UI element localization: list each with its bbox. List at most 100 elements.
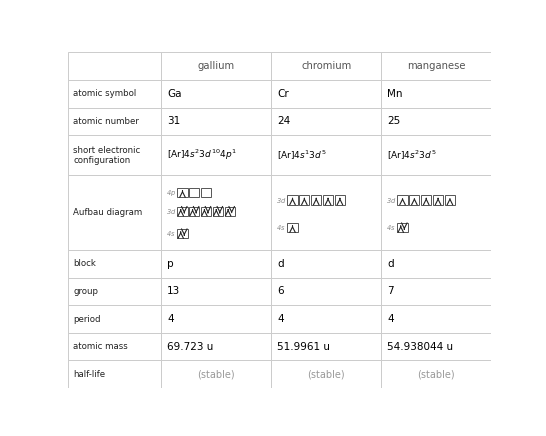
Text: 6: 6 bbox=[277, 286, 284, 296]
Bar bbox=[381, 250, 491, 278]
Bar bbox=[381, 80, 491, 108]
Bar bbox=[287, 223, 298, 232]
Bar bbox=[225, 207, 235, 216]
Bar bbox=[68, 305, 162, 333]
Bar bbox=[381, 305, 491, 333]
Bar bbox=[177, 207, 188, 216]
Bar bbox=[162, 80, 271, 108]
Text: 3$d$: 3$d$ bbox=[167, 207, 177, 216]
Text: 24: 24 bbox=[277, 116, 290, 126]
Bar bbox=[162, 278, 271, 305]
Text: 4: 4 bbox=[167, 314, 174, 324]
Bar bbox=[381, 361, 491, 388]
Text: 25: 25 bbox=[387, 116, 401, 126]
Text: gallium: gallium bbox=[198, 61, 235, 71]
Bar bbox=[271, 175, 381, 250]
Bar bbox=[271, 361, 381, 388]
Bar bbox=[410, 195, 419, 205]
Bar bbox=[177, 188, 188, 197]
Bar bbox=[381, 175, 491, 250]
Bar bbox=[271, 278, 381, 305]
Bar bbox=[162, 52, 271, 80]
Text: half-life: half-life bbox=[73, 370, 105, 379]
Bar bbox=[162, 135, 271, 175]
Text: d: d bbox=[277, 259, 284, 269]
Text: (stable): (stable) bbox=[198, 369, 235, 379]
Text: 4$s$: 4$s$ bbox=[167, 229, 176, 238]
Bar bbox=[68, 175, 162, 250]
Text: 4$s$: 4$s$ bbox=[387, 223, 396, 232]
Bar bbox=[311, 195, 321, 205]
Bar bbox=[189, 188, 199, 197]
Text: atomic symbol: atomic symbol bbox=[73, 89, 136, 98]
Bar bbox=[335, 195, 345, 205]
Bar bbox=[271, 108, 381, 135]
Bar bbox=[271, 333, 381, 361]
Text: group: group bbox=[73, 287, 98, 296]
Bar bbox=[68, 333, 162, 361]
Text: short electronic
configuration: short electronic configuration bbox=[73, 146, 140, 165]
Text: 51.9961 u: 51.9961 u bbox=[277, 342, 330, 352]
Text: 54.938044 u: 54.938044 u bbox=[387, 342, 453, 352]
Text: 4: 4 bbox=[387, 314, 394, 324]
Bar bbox=[323, 195, 333, 205]
Text: [Ar]4$s^1$3$d^5$: [Ar]4$s^1$3$d^5$ bbox=[277, 149, 327, 162]
Text: manganese: manganese bbox=[407, 61, 466, 71]
Bar bbox=[381, 52, 491, 80]
Bar bbox=[162, 108, 271, 135]
Text: chromium: chromium bbox=[301, 61, 352, 71]
Text: 4$p$: 4$p$ bbox=[167, 187, 176, 198]
Bar bbox=[271, 135, 381, 175]
Bar bbox=[271, 80, 381, 108]
Text: (stable): (stable) bbox=[307, 369, 345, 379]
Bar bbox=[421, 195, 431, 205]
Text: atomic mass: atomic mass bbox=[73, 342, 128, 351]
Bar bbox=[189, 207, 199, 216]
Bar bbox=[271, 250, 381, 278]
Bar bbox=[381, 135, 491, 175]
Text: [Ar]4$s^2$3$d^5$: [Ar]4$s^2$3$d^5$ bbox=[387, 149, 437, 162]
Bar bbox=[201, 188, 211, 197]
Bar bbox=[177, 229, 188, 238]
Bar bbox=[68, 361, 162, 388]
Bar bbox=[287, 195, 298, 205]
Bar bbox=[381, 108, 491, 135]
Bar bbox=[68, 278, 162, 305]
Text: 69.723 u: 69.723 u bbox=[167, 342, 213, 352]
Bar bbox=[299, 195, 310, 205]
Text: Cr: Cr bbox=[277, 89, 289, 99]
Text: block: block bbox=[73, 259, 96, 269]
Text: (stable): (stable) bbox=[418, 369, 455, 379]
Bar bbox=[381, 333, 491, 361]
Text: 4: 4 bbox=[277, 314, 284, 324]
Bar bbox=[162, 361, 271, 388]
Bar bbox=[201, 207, 211, 216]
Text: 13: 13 bbox=[167, 286, 181, 296]
Text: Ga: Ga bbox=[167, 89, 182, 99]
Bar bbox=[397, 195, 408, 205]
Bar bbox=[271, 305, 381, 333]
Text: 3$d$: 3$d$ bbox=[387, 195, 397, 204]
Text: period: period bbox=[73, 314, 101, 324]
Bar bbox=[68, 80, 162, 108]
Text: 4$s$: 4$s$ bbox=[276, 223, 286, 232]
Text: Mn: Mn bbox=[387, 89, 403, 99]
Bar bbox=[271, 52, 381, 80]
Text: 7: 7 bbox=[387, 286, 394, 296]
Text: p: p bbox=[167, 259, 174, 269]
Text: atomic number: atomic number bbox=[73, 117, 139, 126]
Bar bbox=[381, 278, 491, 305]
Text: d: d bbox=[387, 259, 394, 269]
Text: 31: 31 bbox=[167, 116, 181, 126]
Bar bbox=[397, 223, 408, 232]
Bar bbox=[68, 52, 162, 80]
Bar bbox=[445, 195, 455, 205]
Bar bbox=[162, 333, 271, 361]
Bar bbox=[162, 305, 271, 333]
Bar bbox=[68, 135, 162, 175]
Bar bbox=[162, 175, 271, 250]
Bar bbox=[68, 250, 162, 278]
Text: 3$d$: 3$d$ bbox=[276, 195, 287, 204]
Text: Aufbau diagram: Aufbau diagram bbox=[73, 208, 143, 217]
Text: [Ar]4$s^2$3$d^{10}$4$p^1$: [Ar]4$s^2$3$d^{10}$4$p^1$ bbox=[167, 148, 237, 163]
